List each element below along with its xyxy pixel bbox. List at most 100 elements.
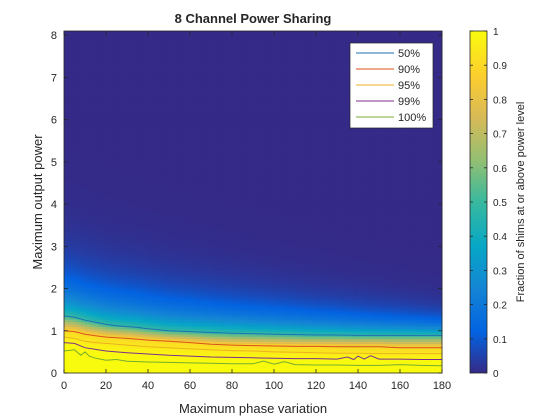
heatmap-cell [97, 109, 103, 113]
heatmap-cell [97, 65, 103, 69]
heatmap-cell [114, 82, 119, 86]
heatmap-cell [64, 162, 69, 166]
heatmap-cell [80, 192, 86, 196]
heatmap-cell [185, 302, 191, 305]
heatmap-cell [169, 136, 174, 139]
heatmap-cell [143, 99, 149, 103]
heatmap-cell [80, 260, 86, 264]
heatmap-cell [127, 99, 132, 103]
heatmap-cell [190, 209, 195, 213]
heatmap-cell [85, 121, 90, 125]
heatmap-cell [202, 336, 208, 340]
heatmap-cell [181, 326, 187, 330]
heatmap-cell [76, 40, 82, 44]
heatmap-cell [114, 38, 119, 42]
heatmap-cell [177, 282, 182, 286]
heatmap-cell [198, 155, 203, 159]
heatmap-cell [190, 351, 195, 354]
heatmap-cell [164, 270, 170, 274]
heatmap-cell [101, 40, 107, 44]
heatmap-cell [156, 238, 161, 242]
heatmap-cell [101, 309, 107, 313]
heatmap-cell [194, 104, 199, 108]
heatmap-cell [143, 133, 149, 137]
heatmap-cell [156, 329, 161, 332]
heatmap-cell [202, 368, 208, 371]
heatmap-cell [160, 118, 166, 122]
heatmap-cell [106, 226, 111, 230]
heatmap-cell [190, 346, 195, 349]
heatmap-cell [181, 35, 187, 39]
heatmap-cell [76, 106, 82, 110]
heatmap-cell [143, 329, 149, 332]
heatmap-cell [143, 219, 149, 222]
heatmap-cell [101, 184, 107, 188]
heatmap-cell [143, 314, 149, 318]
heatmap-cell [143, 150, 149, 154]
heatmap-cell [85, 89, 90, 93]
heatmap-cell [68, 67, 73, 71]
heatmap-cell [148, 145, 153, 149]
heatmap-cell [101, 170, 107, 174]
heatmap-cell [206, 231, 212, 235]
heatmap-cell [202, 38, 208, 42]
heatmap-cell [93, 277, 98, 281]
heatmap-cell [135, 184, 140, 188]
heatmap-cell [85, 57, 90, 61]
heatmap-cell [139, 228, 145, 232]
heatmap-cell [181, 307, 187, 310]
heatmap-cell [181, 92, 187, 95]
heatmap-cell [93, 136, 98, 139]
heatmap-cell [114, 236, 119, 240]
heatmap-cell [131, 316, 136, 320]
heatmap-cell [160, 180, 166, 183]
heatmap-cell [127, 62, 132, 66]
heatmap-cell [190, 250, 195, 254]
heatmap-cell [80, 128, 86, 132]
heatmap-cell [160, 260, 166, 264]
heatmap-cell [76, 118, 82, 122]
heatmap-cell [72, 43, 77, 47]
heatmap-cell [89, 65, 94, 69]
heatmap-cell [93, 223, 98, 227]
heatmap-cell [152, 99, 157, 103]
heatmap-cell [194, 314, 199, 318]
heatmap-cell [185, 94, 191, 98]
heatmap-cell [190, 267, 195, 271]
heatmap-cell [110, 355, 115, 359]
heatmap-cell [181, 253, 187, 257]
heatmap-cell [76, 180, 82, 183]
heatmap-cell [114, 363, 119, 367]
heatmap-cell [181, 324, 187, 327]
heatmap-cell [173, 143, 178, 147]
heatmap-cell [156, 204, 161, 208]
heatmap-cell [185, 131, 191, 134]
heatmap-cell [131, 84, 136, 88]
heatmap-cell [152, 370, 157, 374]
heatmap-cell [177, 309, 182, 313]
heatmap-cell [211, 175, 216, 178]
heatmap-cell [198, 99, 203, 103]
heatmap-cell [122, 187, 128, 191]
heatmap-cell [131, 104, 136, 108]
heatmap-cell [177, 253, 182, 257]
heatmap-cell [110, 341, 115, 345]
heatmap-cell [64, 326, 69, 330]
heatmap-cell [194, 33, 199, 37]
heatmap-cell [190, 211, 195, 215]
heatmap-cell [68, 192, 73, 196]
heatmap-cell [131, 31, 136, 34]
heatmap-cell [114, 204, 119, 208]
heatmap-cell [190, 94, 195, 98]
heatmap-cell [173, 177, 178, 181]
heatmap-cell [127, 248, 132, 252]
heatmap-cell [190, 126, 195, 130]
heatmap-cell [135, 57, 140, 61]
heatmap-cell [93, 33, 98, 37]
heatmap-cell [76, 160, 82, 164]
heatmap-cell [89, 138, 94, 142]
heatmap-cell [101, 348, 107, 352]
heatmap-cell [131, 158, 136, 161]
heatmap-cell [190, 343, 195, 347]
heatmap-cell [85, 302, 90, 305]
